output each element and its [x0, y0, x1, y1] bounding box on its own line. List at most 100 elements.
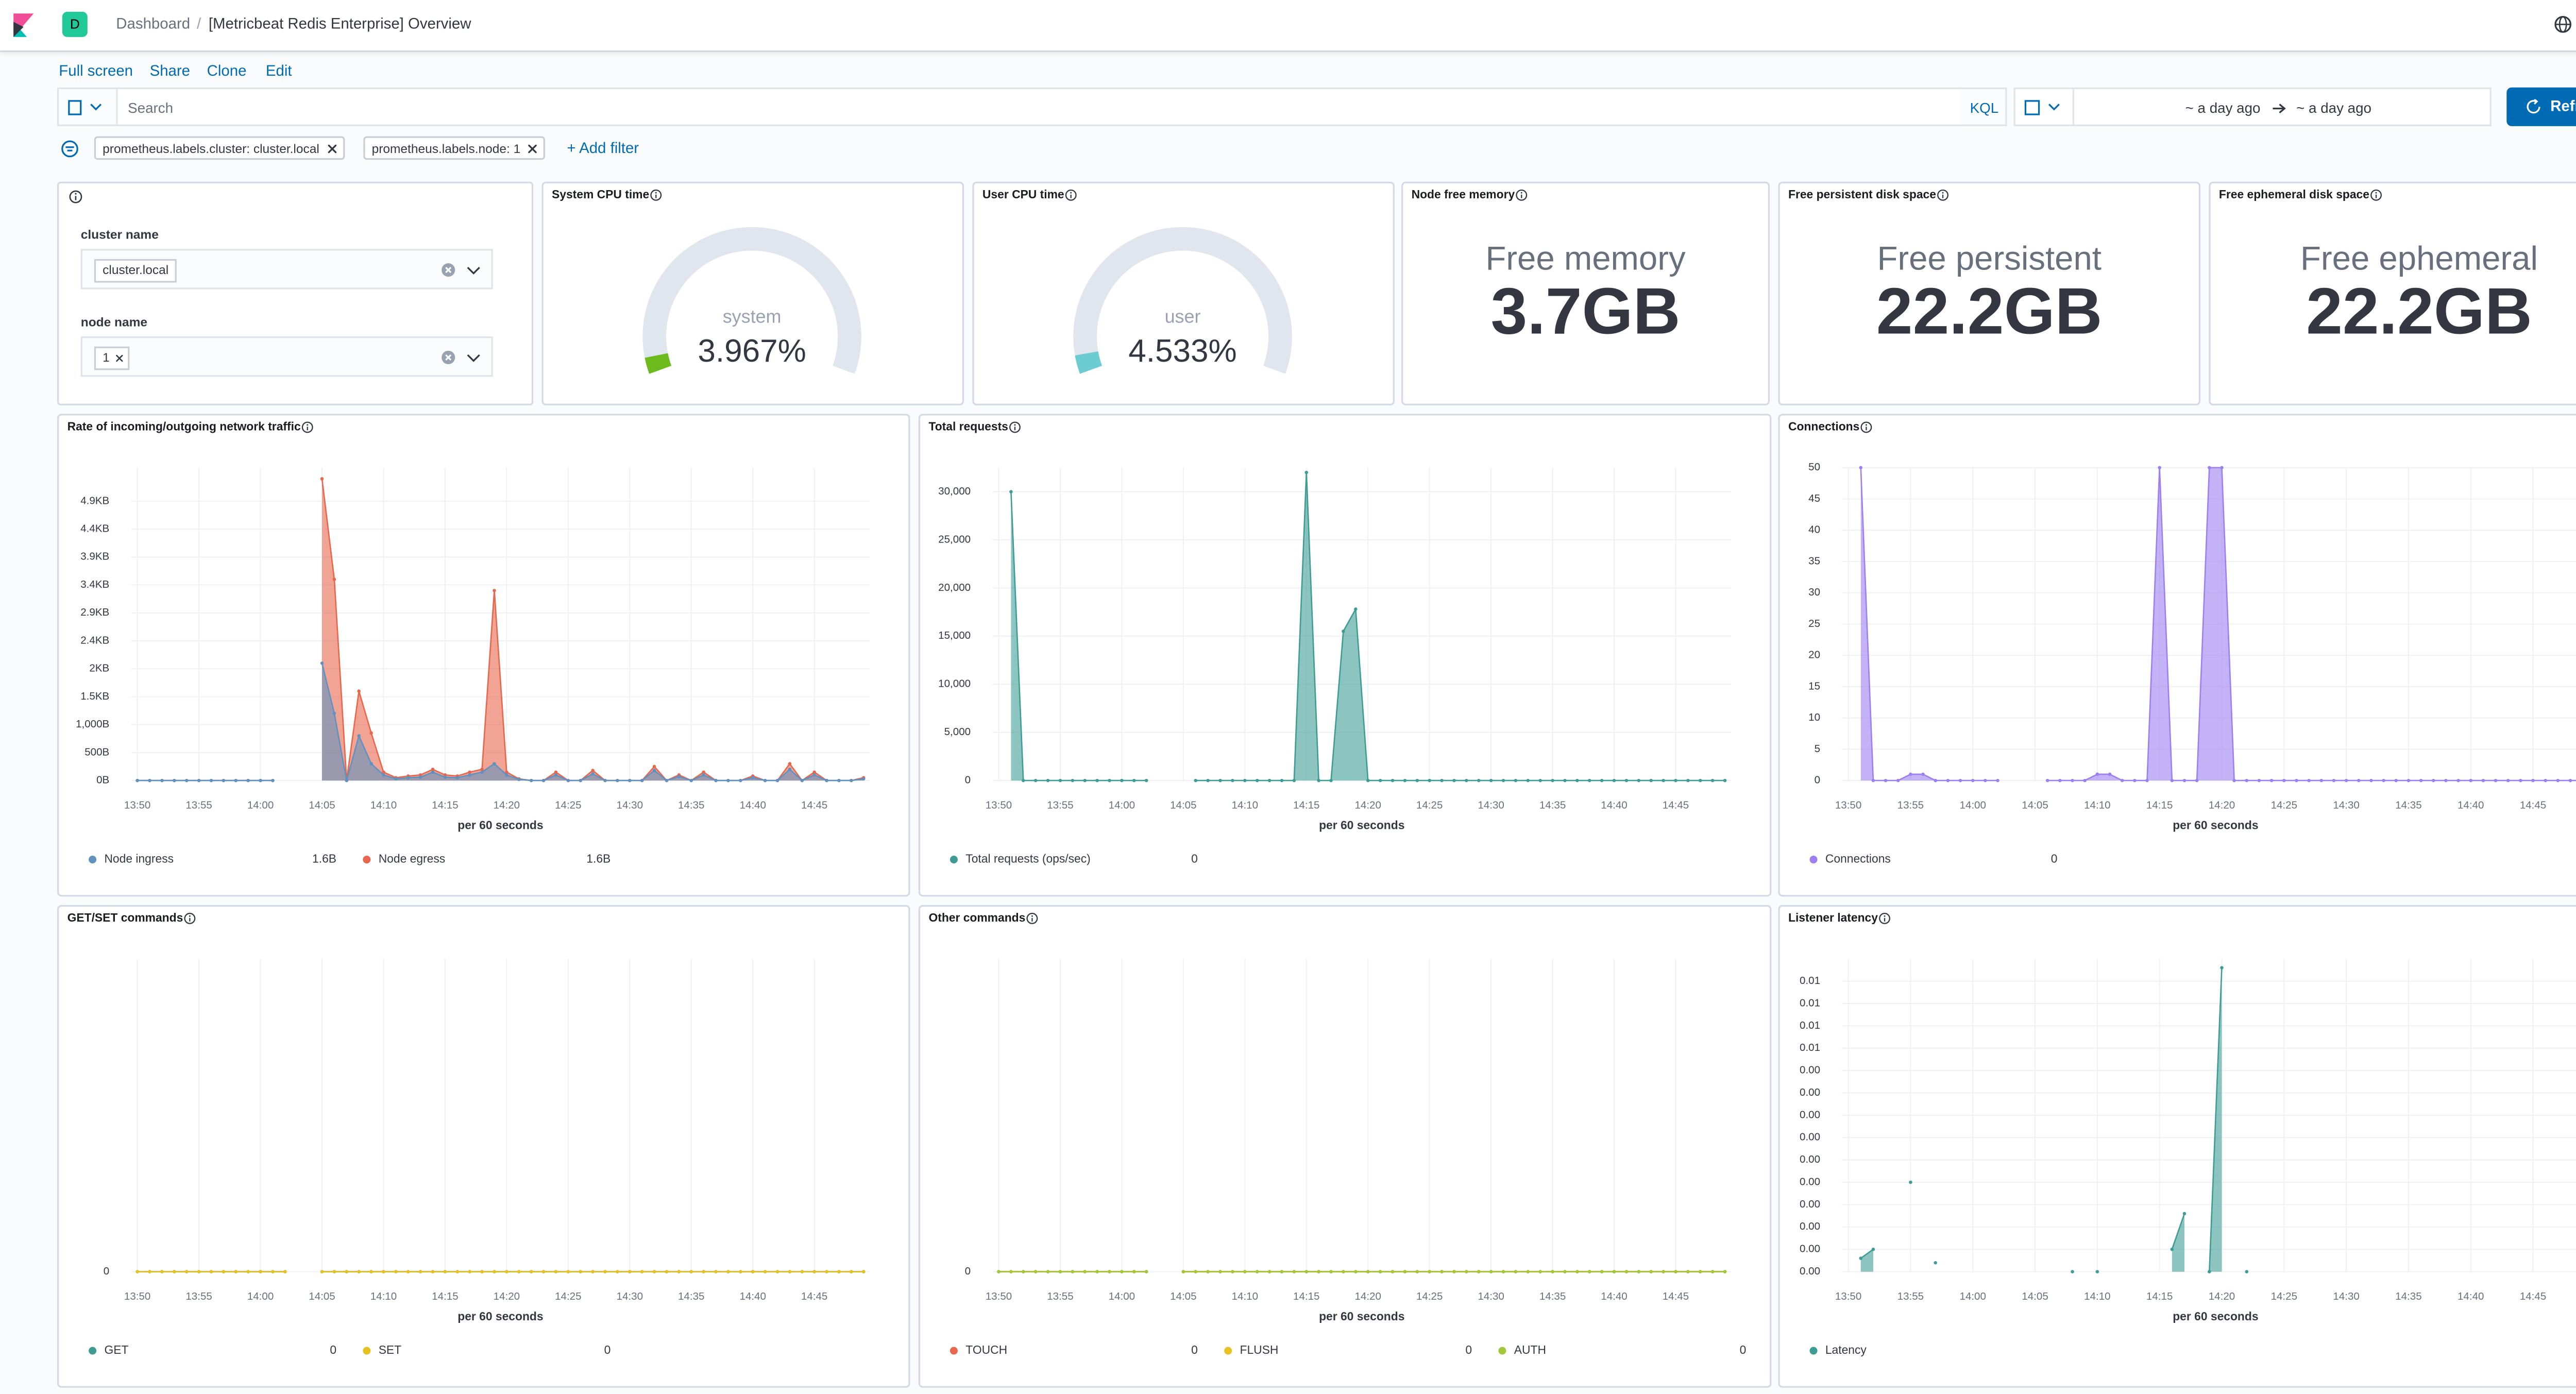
data-point [2095, 772, 2099, 776]
y-tick-label: 1,000B [76, 718, 109, 730]
info-icon[interactable] [1065, 189, 1077, 201]
search-input[interactable] [116, 89, 1960, 125]
x-tick-label: 14:15 [1293, 1290, 1319, 1302]
x-tick-label: 14:35 [678, 1290, 704, 1302]
legend-item[interactable]: Latency [1809, 1343, 1867, 1356]
data-point [628, 1270, 632, 1273]
x-axis-title: per 60 seconds [2173, 818, 2258, 831]
legend-item[interactable]: TOUCH 0 [950, 1343, 1198, 1356]
x-tick-label: 14:20 [494, 800, 520, 811]
filter-menu-icon[interactable] [61, 140, 79, 158]
combo-box[interactable]: cluster.local [80, 249, 493, 290]
date-picker[interactable]: ~ a day ago ~ a day ago [2013, 87, 2492, 126]
info-circle [1879, 912, 1890, 924]
data-point [1329, 1270, 1333, 1273]
remove-icon[interactable] [328, 144, 336, 154]
data-point [1366, 778, 1370, 783]
remove-icon[interactable] [116, 354, 123, 362]
x-tick-label: 14:00 [1959, 1290, 1986, 1302]
search-placeholder: Search [128, 99, 174, 116]
data-point [320, 1270, 324, 1273]
menu-item[interactable]: Share [149, 62, 191, 79]
saved-query-button[interactable] [67, 99, 105, 116]
filter-pill[interactable]: prometheus.labels.cluster: cluster.local [94, 136, 345, 160]
info-icon[interactable] [1026, 912, 1038, 924]
data-point [566, 778, 570, 783]
x-tick-label: 14:35 [1539, 800, 1566, 811]
data-point [173, 778, 176, 783]
data-point [2369, 778, 2373, 783]
data-point [1391, 778, 1395, 783]
legend-item[interactable]: Node egress 1.6B [363, 852, 611, 865]
data-point [1551, 778, 1554, 783]
data-point [1946, 778, 1950, 783]
combo-icons[interactable] [441, 350, 485, 365]
info-icon[interactable] [301, 421, 313, 433]
data-point [1859, 1256, 1863, 1260]
legend-item[interactable]: Node ingress 1.6B [89, 852, 336, 865]
quick-menu-icon[interactable] [2024, 99, 2064, 116]
legend-item[interactable]: GET 0 [89, 1343, 336, 1356]
x-tick-label: 13:50 [124, 1290, 150, 1302]
filter-pill[interactable]: prometheus.labels.node: 1 [363, 136, 546, 160]
data-point [2220, 466, 2224, 470]
info-icon[interactable] [650, 189, 662, 201]
info-icon[interactable] [184, 912, 196, 924]
series-line [1010, 472, 1725, 781]
data-point [1662, 1270, 1665, 1273]
query-language[interactable]: KQL [1970, 99, 1999, 116]
info-icon[interactable] [1009, 421, 1021, 433]
data-point [1033, 1270, 1038, 1273]
data-point [2257, 778, 2261, 783]
legend-item[interactable]: SET 0 [363, 1343, 611, 1356]
legend-item[interactable]: Total requests (ops/sec) 0 [950, 852, 1198, 865]
data-point [406, 776, 410, 779]
data-point [1489, 1270, 1493, 1273]
data-point [1637, 778, 1641, 783]
info-icon[interactable] [1860, 421, 1872, 433]
gauge-value: 4.533% [1128, 333, 1236, 369]
data-point [788, 768, 792, 771]
data-point [1342, 1270, 1345, 1273]
info-dot [655, 192, 657, 194]
data-point [2469, 778, 2473, 783]
start-date[interactable]: ~ a day ago [2185, 99, 2261, 116]
data-point [2282, 778, 2286, 783]
x-tick-label: 13:55 [1897, 1290, 1924, 1302]
legend-item[interactable]: AUTH 0 [1498, 1343, 1746, 1356]
info-icon[interactable] [69, 190, 82, 203]
menu-item[interactable]: Clone [207, 62, 247, 79]
legend-item[interactable]: Connections 0 [1809, 852, 2057, 865]
remove-icon[interactable] [529, 144, 537, 154]
breadcrumb[interactable]: Dashboard [116, 15, 191, 32]
info-icon[interactable] [2370, 189, 2382, 201]
x-tick-label: 14:00 [247, 1290, 274, 1302]
menu-item[interactable]: Edit [265, 62, 292, 79]
end-date[interactable]: ~ a day ago [2296, 99, 2372, 116]
logo[interactable] [13, 13, 34, 37]
info-icon[interactable] [1516, 189, 1528, 201]
combo-box[interactable]: 1 [80, 336, 493, 377]
combo-icons[interactable] [441, 262, 485, 277]
x-tick-label: 13:50 [1835, 1290, 1861, 1302]
refresh-button[interactable]: Refresh [2506, 87, 2576, 126]
y-tick-label: 0.00 [1800, 1243, 1820, 1255]
data-point [1723, 1270, 1727, 1273]
help-icon[interactable] [2554, 15, 2572, 33]
data-point [2220, 966, 2224, 970]
y-tick-label: 25 [1808, 618, 1820, 630]
data-point [234, 778, 238, 783]
data-point [382, 773, 385, 777]
legend-item[interactable]: FLUSH 0 [1224, 1343, 1472, 1356]
info-dot [1865, 424, 1867, 426]
add-filter[interactable]: + Add filter [567, 140, 639, 157]
info-icon[interactable] [1937, 189, 1948, 201]
data-point [1958, 778, 1962, 783]
x-tick-label: 14:25 [555, 1290, 581, 1302]
y-tick-label: 0.00 [1800, 1109, 1820, 1120]
data-point [1009, 1270, 1013, 1273]
info-icon[interactable] [1879, 912, 1890, 924]
menu-item[interactable]: Full screen [59, 62, 133, 79]
data-point [2071, 1270, 2074, 1273]
space-badge[interactable]: D [62, 11, 88, 37]
